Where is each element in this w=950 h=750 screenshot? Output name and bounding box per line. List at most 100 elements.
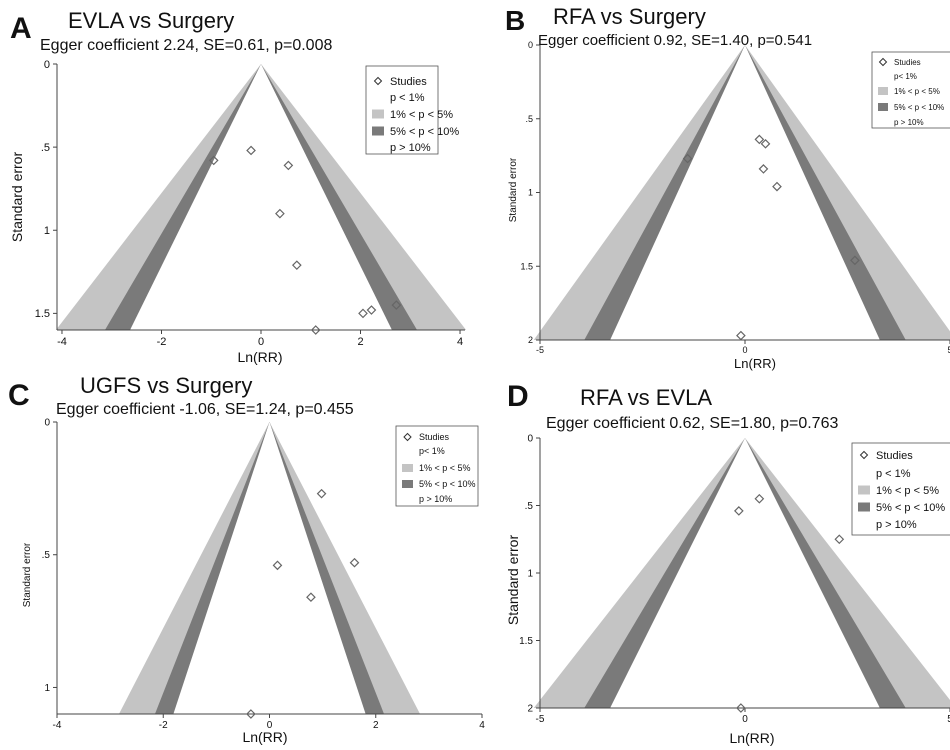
- x-tick-label: 5: [947, 345, 950, 355]
- egger-subtitle: Egger coefficient 2.24, SE=0.61, p=0.008: [40, 37, 332, 54]
- y-tick-label: 1.5: [520, 261, 533, 271]
- legend-label: p > 10%: [894, 118, 924, 127]
- study-point: [316, 488, 327, 499]
- legend-label: 1% < p < 5%: [894, 87, 940, 96]
- study-point: [772, 181, 782, 192]
- y-tick-label: 1: [528, 188, 533, 198]
- legend-label: Studies: [894, 58, 921, 67]
- study-point: [208, 155, 219, 166]
- y-tick-label: 2: [527, 704, 533, 715]
- legend-swatch-light: [878, 87, 888, 95]
- legend-label: 1% < p < 5%: [390, 109, 453, 121]
- legend-label: 1% < p < 5%: [419, 463, 471, 473]
- egger-subtitle: Egger coefficient 0.62, SE=1.80, p=0.763: [546, 415, 838, 432]
- y-tick-label: 0: [44, 59, 50, 71]
- y-axis-label: Standard error: [9, 152, 25, 243]
- legend-swatch-light: [372, 109, 384, 119]
- study-point: [391, 300, 402, 310]
- egger-subtitle: Egger coefficient 0.92, SE=1.40, p=0.541: [538, 32, 812, 49]
- study-point: [754, 493, 765, 504]
- legend-swatch-dark: [878, 103, 888, 111]
- y-axis-label: Standard error: [508, 157, 519, 222]
- x-tick-label: -2: [157, 336, 167, 348]
- study-point: [760, 138, 771, 149]
- legend-label: p > 10%: [876, 519, 917, 531]
- legend-diamond: [878, 57, 888, 67]
- y-axis-label: Standard error: [505, 535, 521, 626]
- x-tick-label: -5: [536, 714, 545, 725]
- legend-diamond: [403, 432, 412, 442]
- legend-swatch-dark: [402, 480, 413, 488]
- study-point: [275, 208, 285, 219]
- panel-letter: A: [10, 12, 32, 45]
- legend-swatch-light: [858, 485, 870, 495]
- y-tick-label: .5: [42, 550, 51, 561]
- study-point: [349, 557, 360, 568]
- legend-label: 5% < p < 10%: [894, 103, 944, 112]
- x-tick-label: -5: [536, 345, 544, 355]
- funnel-region-90: [610, 45, 880, 340]
- x-axis-label: Ln(RR): [729, 730, 774, 746]
- study-point: [834, 534, 845, 545]
- x-tick-label: 0: [742, 345, 747, 355]
- y-tick-label: 0: [528, 40, 533, 50]
- legend-label: Studies: [419, 432, 450, 442]
- y-tick-label: 1: [44, 225, 50, 237]
- y-axis-label: Standard error: [22, 542, 33, 607]
- study-point: [850, 255, 860, 266]
- x-tick-label: 4: [479, 720, 485, 731]
- x-tick-label: 2: [357, 336, 363, 348]
- legend-diamond: [859, 450, 869, 460]
- y-tick-label: 0: [44, 418, 50, 429]
- x-tick-label: 5: [947, 714, 950, 725]
- study-point: [754, 134, 765, 145]
- study-point: [283, 160, 294, 171]
- x-axis-label: Ln(RR): [734, 356, 776, 371]
- x-tick-label: 4: [457, 336, 463, 348]
- y-tick-label: 1: [527, 569, 533, 580]
- study-point: [758, 164, 769, 174]
- x-tick-label: 0: [258, 336, 264, 348]
- panel-letter: D: [507, 380, 529, 413]
- legend-label: p < 1%: [876, 468, 911, 480]
- x-tick-label: -4: [53, 720, 62, 731]
- study-point: [306, 592, 316, 603]
- y-tick-label: 1.5: [35, 308, 50, 320]
- panel-letter: C: [8, 379, 30, 412]
- legend-label: 5% < p < 10%: [419, 479, 476, 489]
- study-point: [272, 560, 283, 571]
- legend-label: p < 1%: [390, 92, 425, 104]
- study-point: [734, 506, 744, 516]
- legend-label: p > 10%: [390, 142, 431, 154]
- legend-swatch-light: [402, 464, 413, 472]
- legend-label: p< 1%: [894, 72, 917, 81]
- y-tick-label: 2: [528, 335, 533, 345]
- study-point: [358, 308, 368, 319]
- panel-title: EVLA vs Surgery: [68, 8, 234, 33]
- study-point: [246, 709, 256, 719]
- legend-label: p< 1%: [419, 446, 445, 456]
- legend-label: 5% < p < 10%: [390, 126, 459, 138]
- x-axis-label: Ln(RR): [242, 729, 287, 745]
- panel-title: RFA vs EVLA: [580, 385, 712, 410]
- funnel-region-90: [130, 64, 392, 330]
- x-axis-label: Ln(RR): [237, 349, 282, 365]
- legend-label: Studies: [876, 450, 913, 462]
- legend-label: Studies: [390, 76, 427, 88]
- funnel-region-90: [610, 438, 880, 708]
- x-tick-label: 0: [742, 714, 748, 725]
- x-tick-label: -2: [159, 720, 168, 731]
- legend-label: p > 10%: [419, 494, 452, 504]
- study-point: [736, 330, 746, 341]
- panel-letter: B: [505, 5, 525, 36]
- study-point: [736, 703, 746, 713]
- egger-subtitle: Egger coefficient -1.06, SE=1.24, p=0.45…: [56, 401, 354, 418]
- study-point: [366, 305, 377, 315]
- panel-title: RFA vs Surgery: [553, 4, 706, 29]
- legend-label: 5% < p < 10%: [876, 502, 945, 514]
- funnel-region-90: [173, 422, 366, 714]
- study-point: [682, 153, 693, 164]
- study-point: [291, 260, 302, 271]
- legend-swatch-dark: [858, 502, 870, 512]
